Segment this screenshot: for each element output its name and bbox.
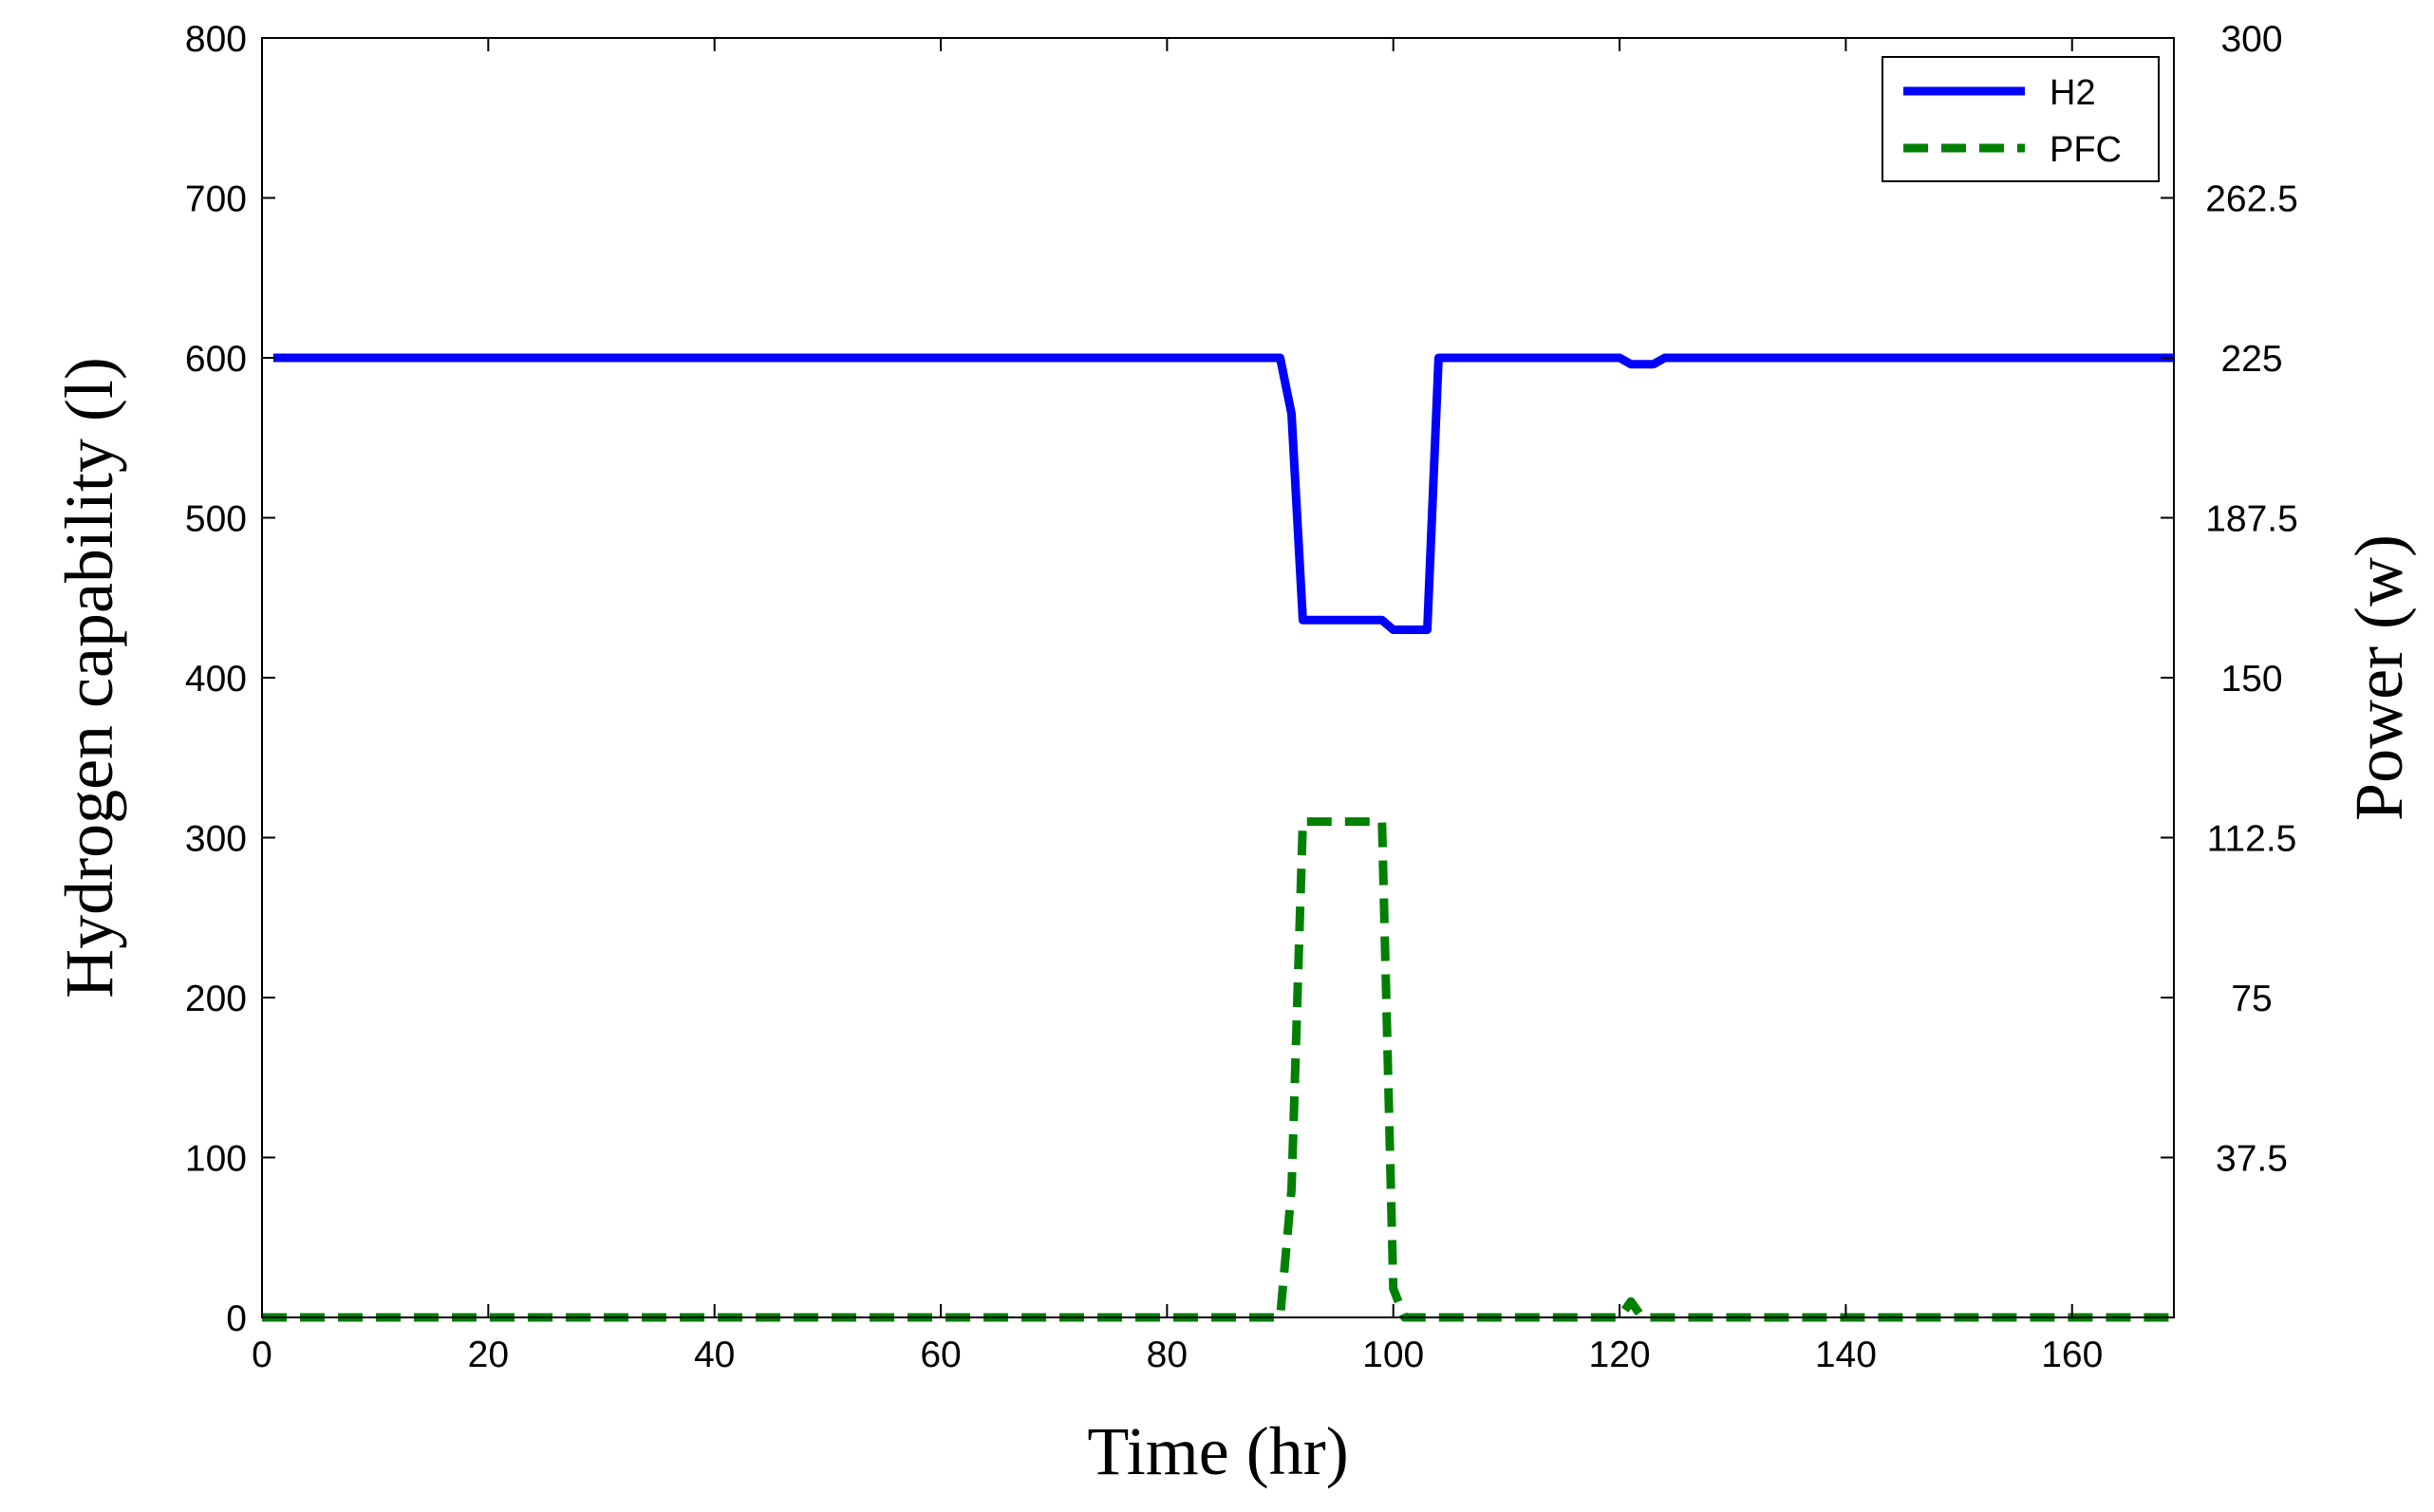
y-left-tick-label: 0: [226, 1298, 247, 1339]
legend-box: [1882, 56, 2160, 182]
x-tick-label: 40: [694, 1335, 735, 1375]
series-line-h2: [272, 353, 2174, 634]
y-right-tick-label: 150: [2220, 659, 2282, 700]
y-right-tick-label: 112.5: [2207, 819, 2297, 860]
y-left-tick-label: 200: [185, 979, 247, 1019]
y-right-tick-label: 300: [2220, 19, 2282, 60]
legend-label-h2: H2: [2050, 73, 2096, 113]
y-left-tick-label: 700: [185, 179, 247, 220]
legend: H2 PFC: [1882, 56, 2160, 182]
series-line-pfc: [262, 817, 2174, 1322]
x-tick-label: 120: [1589, 1335, 1651, 1375]
y-right-tick-label: 225: [2220, 339, 2282, 380]
y-left-tick-label: 500: [185, 499, 247, 540]
plot-lines: [262, 353, 2174, 1322]
y-left-tick-label: 800: [185, 19, 247, 60]
y-right-tick-label: 37.5: [2216, 1139, 2288, 1180]
y-axis-right: 37.5 75 112.5 150 187.5 225 262.5 300: [2161, 19, 2298, 1180]
x-tick-label: 160: [2041, 1335, 2103, 1375]
x-tick-label: 140: [1815, 1335, 1877, 1375]
y-left-tick-label: 100: [185, 1139, 247, 1180]
x-axis-title: Time (hr): [1087, 1413, 1348, 1489]
y-axis-right-title: Power (w): [2341, 534, 2417, 821]
plot-frame: [261, 37, 2175, 1318]
y-axis-left-title: Hydrogen capability (l): [51, 357, 127, 999]
y-right-tick-label: 75: [2231, 979, 2272, 1019]
x-tick-label: 20: [468, 1335, 509, 1375]
y-left-tick-label: 400: [185, 659, 247, 700]
y-right-tick-label: 262.5: [2205, 179, 2298, 220]
x-tick-label: 60: [920, 1335, 961, 1375]
y-left-tick-label: 300: [185, 819, 247, 860]
x-tick-label: 0: [252, 1335, 272, 1375]
y-axis-left: 0 100 200 300 400 500 600 700 800: [185, 19, 275, 1339]
y-left-tick-label: 600: [185, 339, 247, 380]
x-tick-label: 80: [1147, 1335, 1188, 1375]
legend-label-pfc: PFC: [2050, 130, 2122, 170]
y-right-tick-label: 187.5: [2205, 499, 2298, 540]
x-axis: 0 20 40 60 80 100 120 140 160: [252, 38, 2103, 1375]
x-tick-label: 100: [1362, 1335, 1424, 1375]
